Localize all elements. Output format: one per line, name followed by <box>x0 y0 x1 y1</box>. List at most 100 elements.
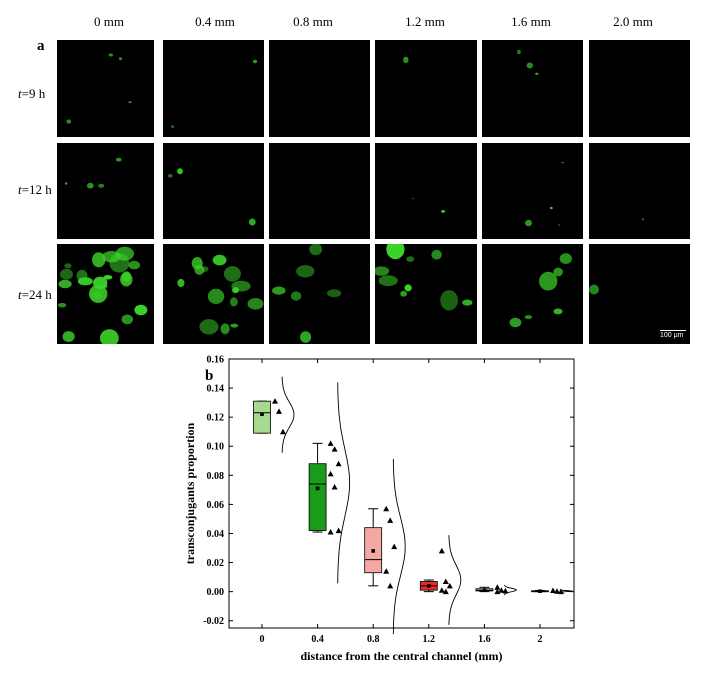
data-point <box>327 529 334 535</box>
row-label-rest: =9 h <box>21 86 46 101</box>
fluorescent-cell <box>62 331 75 342</box>
y-tick-label: 0.06 <box>207 500 225 511</box>
microscopy-panel <box>589 40 690 137</box>
fluorescent-cell <box>60 268 73 280</box>
fluorescent-cell <box>524 315 532 320</box>
microscopy-panel <box>269 143 370 239</box>
fluorescence-image <box>375 244 473 311</box>
scale-bar: 100 μm <box>660 330 686 339</box>
data-point <box>387 517 394 523</box>
y-tick-label: 0.04 <box>207 529 225 540</box>
fluorescent-cell <box>98 183 105 188</box>
fluorescent-cell <box>553 267 563 277</box>
data-point <box>387 582 394 589</box>
distribution-curve <box>281 376 295 453</box>
fluorescence-image <box>641 218 644 221</box>
x-tick-label: 2 <box>538 634 543 645</box>
fluorescence-image <box>66 53 132 124</box>
fluorescent-cell <box>231 280 251 292</box>
fluorescent-cell <box>66 119 72 124</box>
fluorescent-cell <box>252 59 258 64</box>
microscopy-panel <box>375 244 477 344</box>
y-tick-label: 0.10 <box>207 442 225 453</box>
column-header-0.4mm: 0.4 mm <box>195 14 235 29</box>
row-label-24h: t=24 h <box>18 287 52 303</box>
fluorescent-cell <box>86 182 94 189</box>
fluorescent-cell <box>525 219 532 227</box>
distribution-curve <box>504 584 517 596</box>
microscopy-panel <box>482 143 583 239</box>
fluorescent-cell <box>230 323 239 328</box>
y-tick-label: 0.16 <box>207 355 225 366</box>
data-point <box>335 460 342 467</box>
x-tick-label: 0 <box>260 634 265 645</box>
microscopy-panel <box>163 244 264 344</box>
fluorescent-cell <box>378 275 398 287</box>
mean-marker <box>427 584 431 588</box>
data-point <box>276 408 282 414</box>
data-point <box>554 588 560 594</box>
distribution-curve <box>392 458 406 635</box>
fluorescent-cell <box>539 271 558 291</box>
microscopy-panel <box>375 40 477 137</box>
data-point <box>502 587 509 594</box>
fluorescent-cell <box>404 284 412 292</box>
fluorescent-cell <box>212 254 227 266</box>
fluorescence-image <box>57 246 148 344</box>
distribution-curve <box>448 535 462 625</box>
row-label-9h: t=9 h <box>18 86 45 102</box>
fluorescent-cell <box>102 251 121 263</box>
fluorescent-cell <box>134 304 148 316</box>
panel-b-letter: b <box>205 368 214 384</box>
fluorescent-cell <box>290 291 302 301</box>
microscopy-panel <box>482 244 583 344</box>
fluorescence-image <box>177 254 264 335</box>
fluorescence-image <box>517 49 539 75</box>
fluorescent-cell <box>327 289 342 298</box>
fluorescent-cell <box>406 256 415 262</box>
data-point <box>280 428 286 435</box>
y-axis-label: transconjugants proportion <box>183 422 197 564</box>
fluorescent-cell <box>92 252 106 268</box>
fluorescence-image <box>589 284 599 295</box>
x-axis-label: distance from the central channel (mm) <box>300 649 502 663</box>
data-point <box>391 543 398 550</box>
row-label-t: t <box>18 182 22 197</box>
row-label-rest: =12 h <box>21 182 52 197</box>
data-point <box>446 582 453 589</box>
data-point <box>438 547 445 554</box>
fluorescence-image <box>509 253 572 328</box>
data-point <box>331 483 338 490</box>
row-label-t: t <box>18 287 22 302</box>
data-point <box>327 470 334 477</box>
y-tick-label: 0.08 <box>207 471 225 482</box>
data-point <box>438 587 445 593</box>
microscopy-panel <box>589 143 690 239</box>
fluorescent-cell <box>272 286 286 295</box>
microscopy-panel <box>589 244 690 344</box>
column-header-1.6mm: 1.6 mm <box>511 14 551 29</box>
microscopy-panel <box>163 143 264 239</box>
fluorescent-cell <box>248 218 256 226</box>
fluorescent-cell <box>559 253 572 264</box>
fluorescent-cell <box>589 284 599 295</box>
microscopy-panel <box>57 143 154 239</box>
fluorescence-image <box>525 161 565 227</box>
column-header-0mm: 0 mm <box>94 14 124 29</box>
fluorescent-cell <box>526 62 533 69</box>
fluorescent-cell <box>535 72 539 75</box>
fluorescent-cell <box>561 161 565 164</box>
fluorescent-cell <box>89 284 108 303</box>
fluorescent-cell <box>220 323 230 335</box>
fluorescent-cell <box>128 260 140 270</box>
mean-marker <box>315 486 320 491</box>
fluorescent-cell <box>247 298 264 310</box>
fluorescent-cell <box>167 174 173 178</box>
data-point <box>494 584 501 590</box>
x-tick-label: 0.8 <box>367 634 380 645</box>
fluorescence-image <box>64 157 122 189</box>
fluorescent-cell <box>462 299 473 306</box>
data-point <box>442 588 449 595</box>
fluorescence-image <box>403 56 409 63</box>
